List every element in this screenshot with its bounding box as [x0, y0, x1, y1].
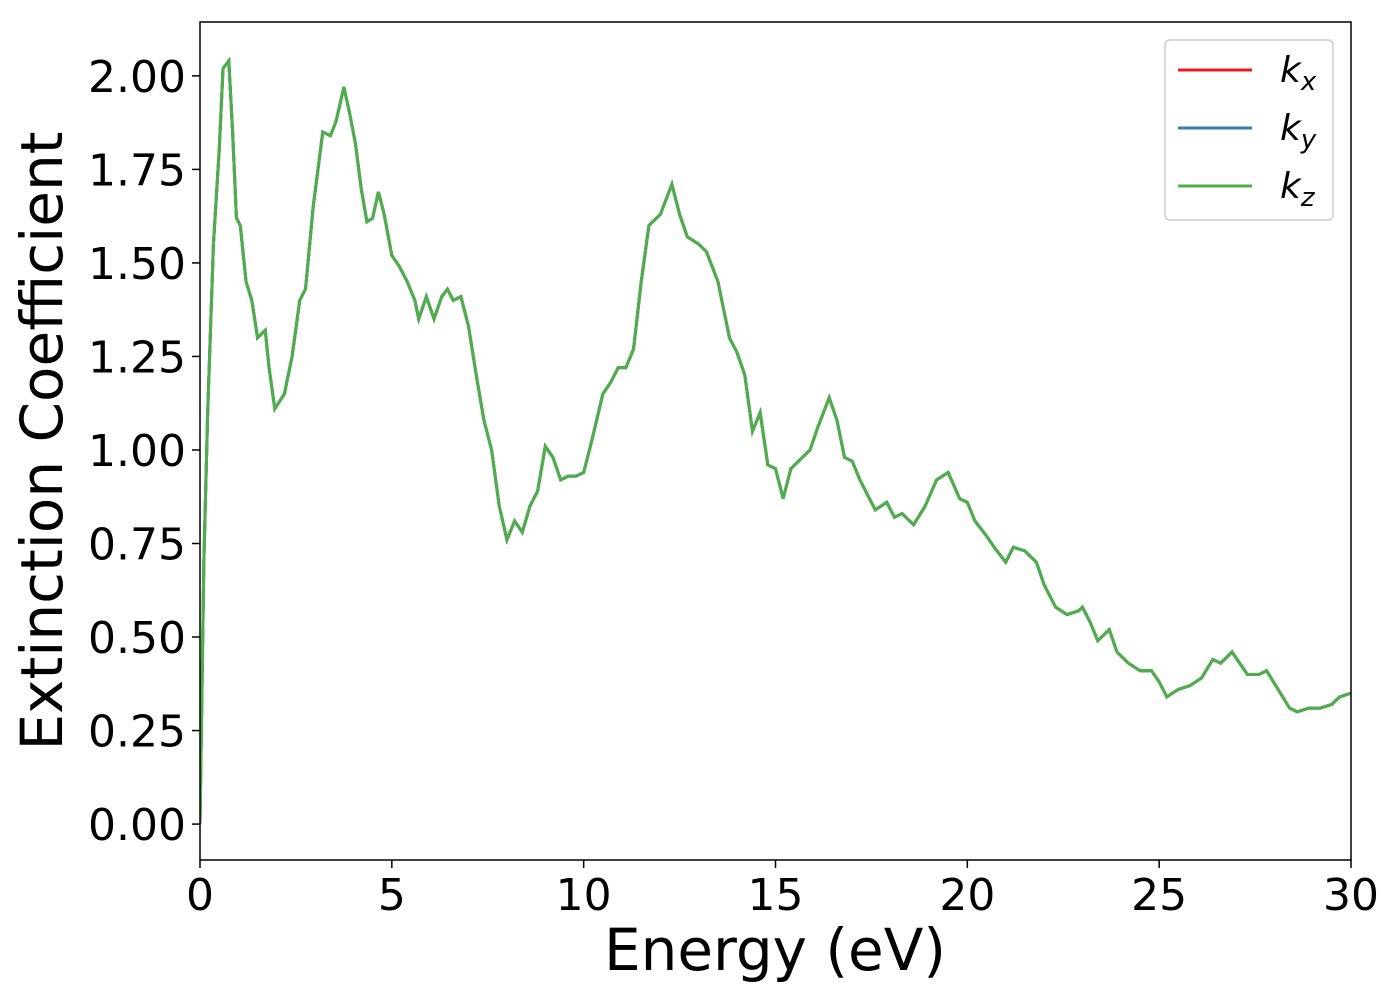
- y-tick-label: 0.25: [88, 707, 186, 758]
- x-tick-label: 20: [939, 870, 995, 921]
- x-tick-label: 0: [186, 870, 214, 921]
- x-tick-label: 25: [1131, 870, 1187, 921]
- y-tick-label: 1.00: [88, 426, 186, 477]
- legend-box: [1164, 39, 1334, 221]
- y-tick-label: 1.75: [88, 145, 186, 196]
- y-axis-label: Extinction Coefficient: [8, 132, 76, 751]
- x-tick-label: 10: [556, 870, 612, 921]
- y-tick-label: 2.00: [88, 52, 186, 103]
- plot-frame: [199, 21, 1352, 861]
- legend-label: kz: [1280, 166, 1316, 213]
- legend-label: ky: [1280, 108, 1317, 155]
- x-tick-label: 15: [748, 870, 804, 921]
- y-tick-label: 0.75: [88, 520, 186, 571]
- y-tick-label: 0.00: [88, 800, 186, 851]
- legend-label: kx: [1280, 50, 1317, 97]
- y-tick-label: 0.50: [88, 613, 186, 664]
- y-tick-label: 1.50: [88, 239, 186, 290]
- y-tick-label: 1.25: [88, 332, 186, 383]
- x-tick-label: 30: [1323, 870, 1379, 921]
- x-tick-label: 5: [378, 870, 406, 921]
- data-line: [200, 56, 1351, 825]
- x-axis-label: Energy (eV): [604, 916, 946, 984]
- plot: [200, 56, 1351, 825]
